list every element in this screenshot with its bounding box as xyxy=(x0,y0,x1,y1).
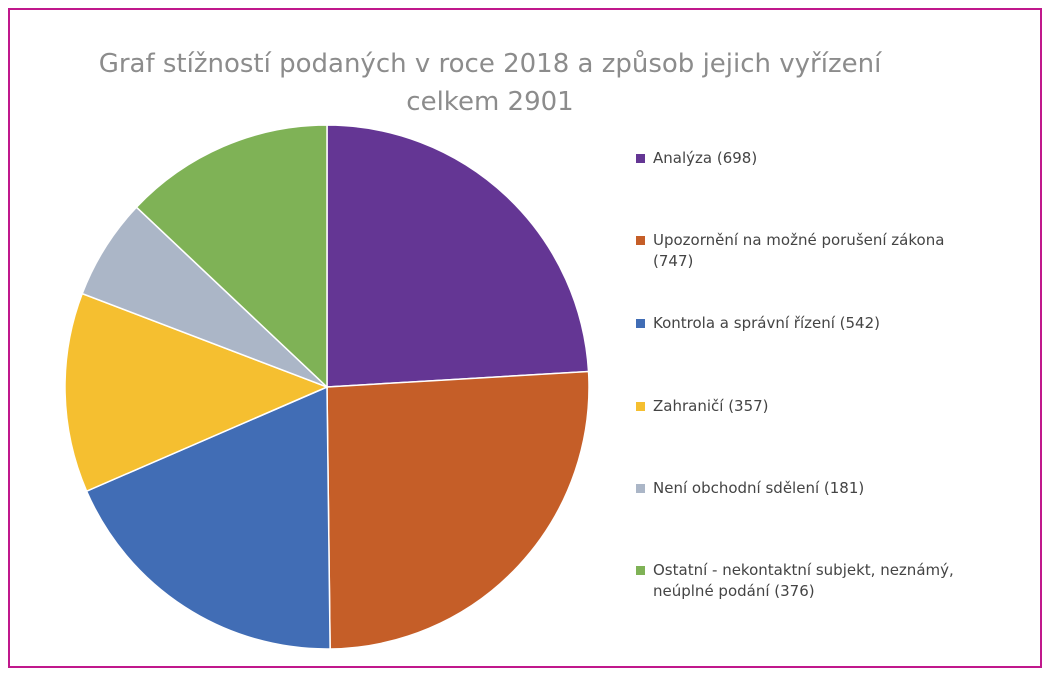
legend-item: Zahraničí (357) xyxy=(636,396,966,417)
legend-swatch xyxy=(636,566,645,575)
legend-item: Kontrola a správní řízení (542) xyxy=(636,313,966,334)
chart-subtitle: celkem 2901 xyxy=(406,87,573,117)
legend-label: Upozornění na možné porušení zákona (747… xyxy=(653,231,945,270)
pie-slice xyxy=(135,124,328,389)
legend-item: Upozornění na možné porušení zákona (747… xyxy=(636,230,966,272)
legend-swatch xyxy=(636,484,645,493)
legend-label: Kontrola a správní řízení (542) xyxy=(653,314,880,332)
legend-label: Není obchodní sdělení (181) xyxy=(653,479,865,497)
pie-slice xyxy=(326,370,590,650)
pie-slice xyxy=(64,292,329,493)
legend-label: Analýza (698) xyxy=(653,149,758,167)
legend-swatch xyxy=(636,319,645,328)
legend-item: Analýza (698) xyxy=(636,148,966,169)
legend-label: Ostatní - nekontaktní subjekt, neznámý, … xyxy=(653,561,954,600)
pie-slice xyxy=(85,385,331,650)
legend-item: Není obchodní sdělení (181) xyxy=(636,478,966,499)
pie-area: Graf stížností podaných v roce 2018 a zp… xyxy=(64,49,882,650)
legend-swatch xyxy=(636,236,645,245)
legend-item: Ostatní - nekontaktní subjekt, neznámý, … xyxy=(636,560,966,602)
chart-title: Graf stížností podaných v roce 2018 a zp… xyxy=(99,49,882,79)
pie-slice xyxy=(326,124,590,388)
legend-label: Zahraničí (357) xyxy=(653,397,769,415)
chart: Graf stížností podaných v roce 2018 a zp… xyxy=(8,8,1042,668)
legend-swatch xyxy=(636,402,645,411)
legend-swatch xyxy=(636,154,645,163)
